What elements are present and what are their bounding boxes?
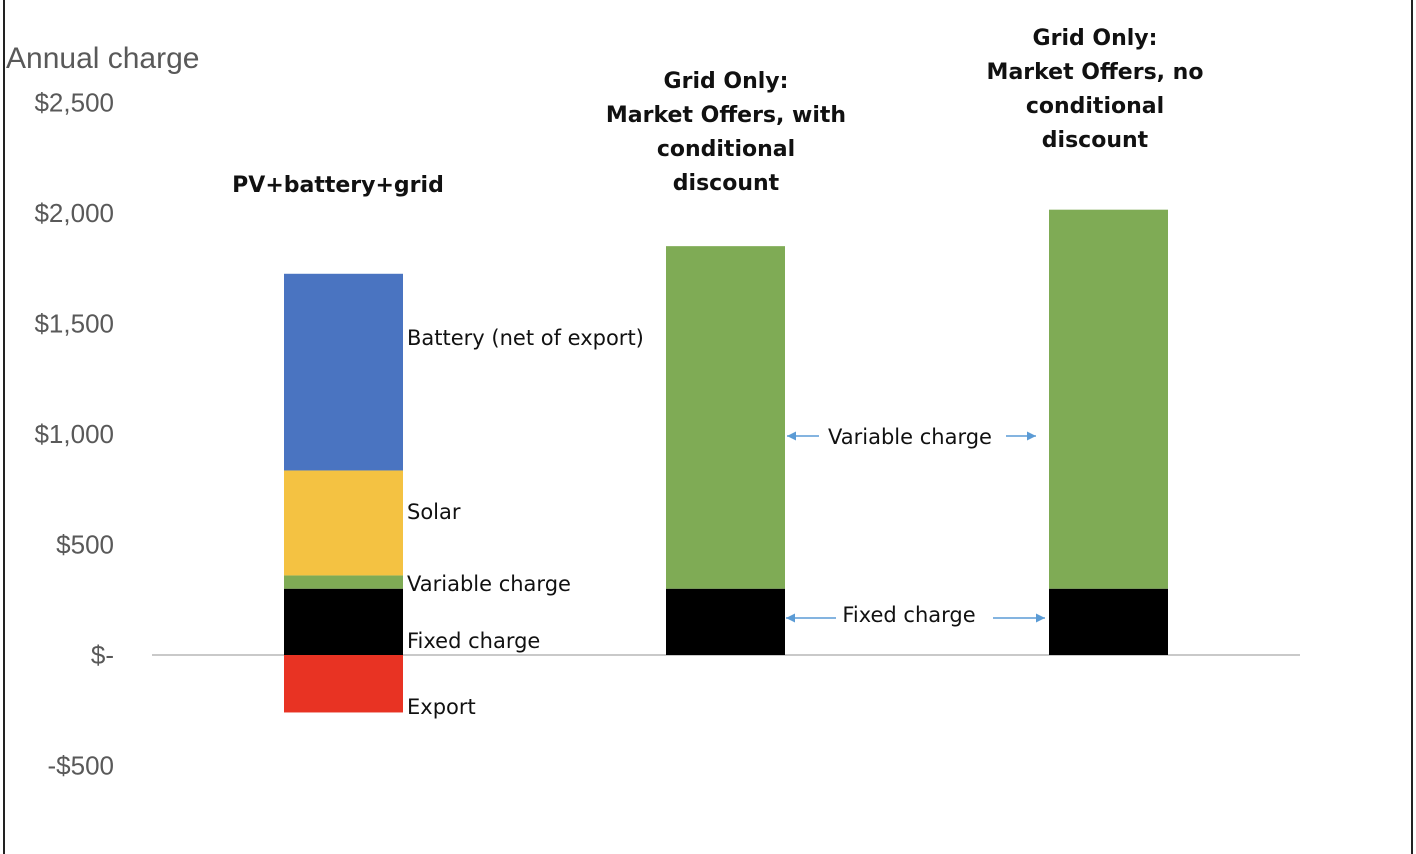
bar-segment-fixed-charge — [1049, 588, 1168, 655]
category-label: Market Offers, with — [606, 103, 846, 128]
category-label: Grid Only: — [1033, 26, 1158, 51]
arrow-variable-right-head — [1027, 431, 1036, 441]
y-tick-label: $500 — [56, 530, 114, 560]
bar-segment-fixed-charge — [284, 588, 403, 655]
segment-label-variable: Variable charge — [407, 572, 571, 596]
segment-label-fixed: Fixed charge — [407, 629, 540, 653]
segment-label-battery: Battery (net of export) — [407, 326, 644, 350]
category-label: Grid Only: — [664, 69, 789, 94]
bar-segment-variable-charge — [666, 246, 785, 589]
y-tick-label: -$500 — [48, 751, 115, 781]
category-label: PV+battery+grid — [232, 173, 444, 198]
arrow-fixed-right-head — [1036, 613, 1045, 623]
category-label: discount — [1042, 128, 1149, 153]
arrow-variable-left-head — [787, 431, 796, 441]
bar-segment-variable-charge — [1049, 209, 1168, 589]
bar-segment-export — [284, 655, 403, 713]
annotation-fixed-charge: Fixed charge — [842, 603, 975, 627]
segment-label-solar: Solar — [407, 500, 461, 524]
bar-segment-battery-net-of-export — [284, 273, 403, 471]
bar-segment-solar — [284, 470, 403, 576]
y-tick-label: $2,500 — [34, 88, 114, 118]
annotation-variable-charge: Variable charge — [828, 425, 992, 449]
category-label: conditional — [1026, 94, 1164, 119]
category-label: Market Offers, no — [987, 60, 1204, 85]
segment-label-export: Export — [407, 695, 476, 719]
category-label: discount — [673, 171, 780, 196]
y-tick-label: $2,000 — [34, 198, 114, 228]
arrow-fixed-left-head — [786, 613, 795, 623]
y-axis-title: Annual charge — [6, 42, 199, 75]
y-tick-label: $1,500 — [34, 309, 114, 339]
category-label: conditional — [657, 137, 795, 162]
y-tick-label: $1,000 — [34, 419, 114, 449]
y-tick-label: $- — [91, 640, 114, 670]
bar-segment-variable-charge — [284, 575, 403, 589]
bar-segment-fixed-charge — [666, 588, 785, 655]
